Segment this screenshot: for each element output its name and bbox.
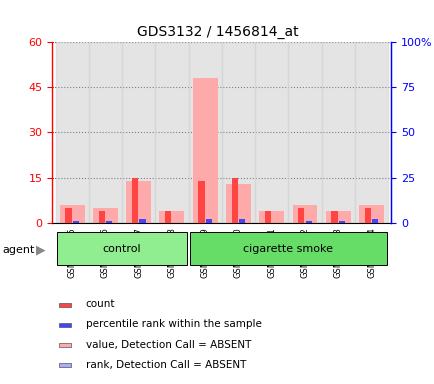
FancyBboxPatch shape (57, 232, 187, 265)
Bar (372, 219, 378, 223)
Bar (221, 42, 254, 223)
Text: cigarette smoke: cigarette smoke (243, 243, 332, 254)
Bar (192, 78, 217, 223)
Bar (239, 219, 245, 223)
Bar (305, 221, 311, 223)
Bar (231, 177, 237, 223)
Bar (99, 211, 105, 223)
Bar (264, 211, 270, 223)
Bar (198, 219, 204, 223)
Text: percentile rank within the sample: percentile rank within the sample (85, 319, 261, 329)
Bar (226, 184, 250, 223)
Bar (205, 219, 212, 223)
Text: rank, Detection Call = ABSENT: rank, Detection Call = ABSENT (85, 360, 245, 370)
Bar (65, 221, 71, 223)
Bar (358, 205, 383, 223)
Bar (354, 42, 387, 223)
Bar (132, 219, 138, 223)
Text: control: control (102, 243, 141, 254)
Bar (59, 303, 71, 307)
Bar (72, 221, 79, 223)
Text: GDS3132 / 1456814_at: GDS3132 / 1456814_at (136, 25, 298, 39)
Bar (231, 219, 237, 223)
Bar (59, 363, 71, 367)
Bar (59, 343, 71, 347)
Bar (59, 323, 71, 327)
Text: agent: agent (2, 245, 34, 255)
Bar (165, 211, 171, 223)
Bar (126, 180, 151, 223)
Bar (292, 205, 317, 223)
Bar (325, 211, 350, 223)
Bar (89, 42, 122, 223)
Bar (155, 42, 188, 223)
Bar (364, 221, 370, 223)
Bar (297, 208, 304, 223)
Bar (139, 219, 145, 223)
Bar (198, 180, 204, 223)
Bar (254, 42, 288, 223)
Bar (331, 211, 337, 223)
Text: count: count (85, 299, 115, 309)
Bar (93, 208, 118, 223)
Bar (65, 208, 71, 223)
Bar (122, 42, 155, 223)
Bar (56, 42, 89, 223)
Text: value, Detection Call = ABSENT: value, Detection Call = ABSENT (85, 340, 250, 350)
Bar (59, 205, 85, 223)
Text: ▶: ▶ (36, 243, 45, 256)
Bar (159, 211, 184, 223)
Bar (259, 211, 283, 223)
Bar (338, 221, 344, 223)
Bar (288, 42, 321, 223)
Bar (321, 42, 354, 223)
FancyBboxPatch shape (190, 232, 386, 265)
Bar (132, 177, 138, 223)
Bar (364, 208, 370, 223)
Bar (106, 221, 112, 223)
Bar (188, 42, 221, 223)
